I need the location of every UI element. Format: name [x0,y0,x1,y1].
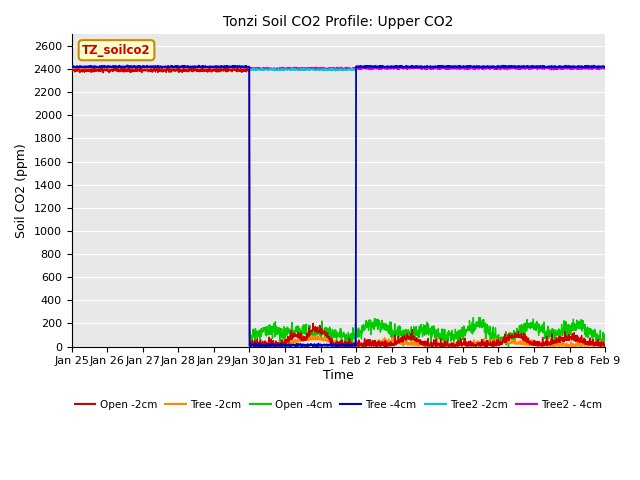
Y-axis label: Soil CO2 (ppm): Soil CO2 (ppm) [15,143,28,238]
X-axis label: Time: Time [323,369,354,382]
Title: Tonzi Soil CO2 Profile: Upper CO2: Tonzi Soil CO2 Profile: Upper CO2 [223,15,454,29]
Legend: Open -2cm, Tree -2cm, Open -4cm, Tree -4cm, Tree2 -2cm, Tree2 - 4cm: Open -2cm, Tree -2cm, Open -4cm, Tree -4… [70,396,606,414]
Text: TZ_soilco2: TZ_soilco2 [82,44,151,57]
